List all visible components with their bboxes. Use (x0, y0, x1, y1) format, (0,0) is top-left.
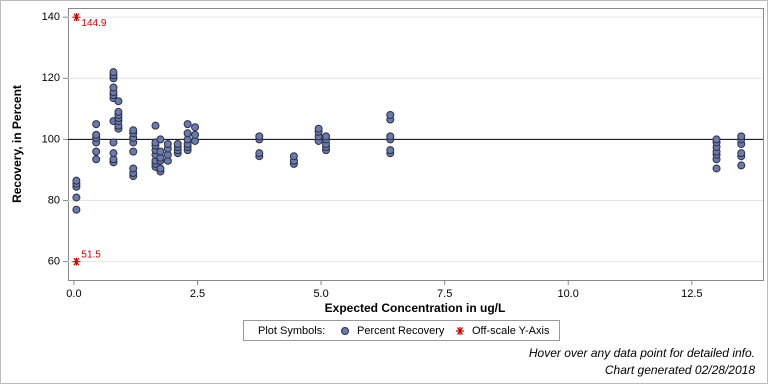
data-point (183, 129, 192, 138)
data-point (72, 205, 81, 214)
y-tick-label: 100 (42, 133, 60, 145)
data-point (114, 107, 123, 116)
data-point (129, 164, 138, 173)
data-point (386, 110, 395, 119)
data-point (737, 161, 746, 170)
x-tick-label: 5.0 (313, 288, 328, 300)
data-point (114, 97, 123, 106)
data-point (92, 130, 101, 139)
data-point (151, 121, 160, 130)
data-point (314, 124, 323, 133)
value-label: 51.5 (81, 249, 101, 260)
data-point (109, 149, 118, 158)
data-point (129, 126, 138, 135)
data-point (183, 120, 192, 129)
y-tick-label: 120 (42, 72, 60, 84)
x-tick-label: 7.5 (437, 288, 452, 300)
data-point (289, 152, 298, 161)
y-axis-label: Recovery, in Percent (10, 85, 24, 203)
x-tick-label: 2.5 (190, 288, 205, 300)
data-point (386, 132, 395, 141)
data-point (92, 120, 101, 129)
legend-marker (456, 327, 464, 335)
x-tick-label: 10.0 (558, 288, 579, 300)
offscale-marker (72, 13, 81, 22)
data-point (109, 138, 118, 147)
data-point (191, 130, 200, 139)
footnote: Hover over any data point for detailed i… (529, 346, 755, 360)
legend-title: Plot Symbols: (258, 325, 325, 337)
x-axis-label: Expected Concentration in ug/L (325, 301, 506, 315)
data-point (322, 132, 331, 141)
x-tick-label: 12.5 (681, 288, 702, 300)
value-label: 144.9 (81, 18, 106, 29)
data-point (72, 193, 81, 202)
legend-label: Percent Recovery (357, 325, 445, 337)
data-point (109, 68, 118, 77)
data-point (255, 132, 264, 141)
data-point (129, 147, 138, 156)
footnote: Chart generated 02/28/2018 (605, 363, 755, 377)
data-point (92, 147, 101, 156)
data-point (156, 135, 165, 144)
data-point (72, 176, 81, 185)
legend-marker (341, 327, 349, 335)
y-tick-label: 140 (42, 11, 60, 23)
offscale-marker (72, 257, 81, 266)
data-point (156, 164, 165, 173)
y-tick-label: 80 (48, 194, 60, 206)
data-point (712, 135, 721, 144)
data-point (173, 140, 182, 148)
legend-box (243, 320, 560, 341)
y-tick-label: 60 (48, 256, 60, 268)
x-tick-label: 0.0 (66, 288, 81, 300)
data-point (712, 164, 721, 173)
data-point (737, 132, 746, 141)
data-point (156, 147, 165, 156)
data-point (109, 83, 118, 92)
data-point (255, 149, 264, 158)
data-point (92, 155, 101, 164)
data-point (191, 123, 200, 132)
data-point (386, 146, 395, 155)
plot-frame (68, 8, 764, 281)
data-point (163, 140, 172, 148)
legend-label: Off-scale Y-Axis (472, 325, 550, 337)
data-point (737, 149, 746, 158)
